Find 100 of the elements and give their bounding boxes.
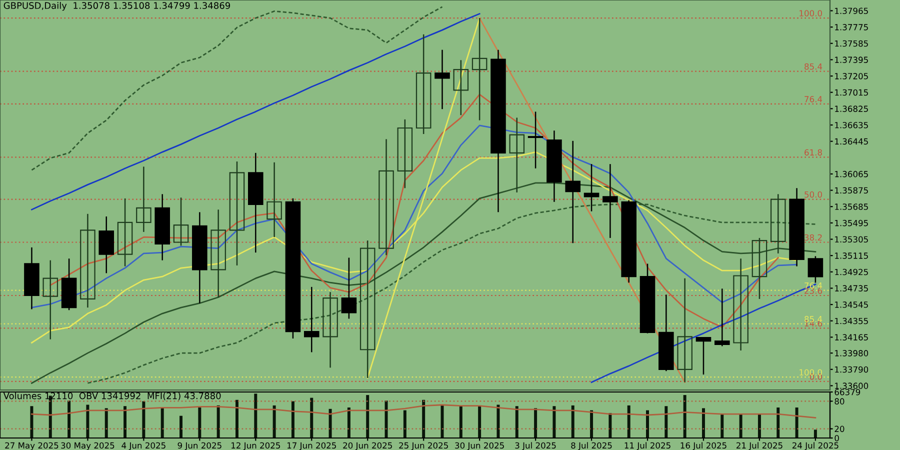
- bar: [68, 400, 71, 438]
- candlestick: [696, 336, 712, 376]
- candlestick: [453, 60, 469, 116]
- y-tick-label: 1.37775: [835, 24, 868, 30]
- bar: [403, 410, 406, 438]
- y-tick-label: 1.36445: [835, 138, 868, 145]
- x-tick-label: 8 Jul 2025: [571, 442, 612, 450]
- candlestick: [304, 286, 320, 353]
- x-tick-label: 12 Jun 2025: [231, 442, 280, 450]
- y-tick-label: 1.35115: [835, 252, 868, 259]
- candlestick: [378, 138, 394, 256]
- candlestick: [509, 117, 525, 194]
- y-tick-label: 1.33790: [835, 366, 868, 373]
- bar: [683, 395, 686, 438]
- y-tick-label: 1.34925: [835, 268, 868, 276]
- y-tick-label: 0: [834, 434, 839, 442]
- candlestick: [173, 196, 189, 246]
- chart-title: GBPUSD,Daily 1.35078 1.35108 1.34799 1.34869: [4, 2, 230, 11]
- bar: [180, 416, 182, 438]
- candlestick: [397, 118, 413, 189]
- bar: [664, 406, 668, 438]
- x-tick-label: 17 Jun 2025: [287, 442, 336, 450]
- x-tick-label: 4 Jun 2025: [122, 442, 166, 450]
- y-tick-label: 66379: [834, 388, 860, 396]
- annotation: 50.0: [804, 191, 822, 198]
- candlestick: [528, 111, 544, 169]
- y2-tick-label: 80: [834, 398, 844, 404]
- y-tick-label: 1.36635: [835, 122, 868, 128]
- x-tick-label: 16 Jul 2025: [680, 442, 726, 450]
- bar: [30, 406, 34, 438]
- candlestick: [117, 198, 133, 267]
- candlestick: [210, 208, 226, 298]
- bar: [478, 405, 482, 438]
- bar: [534, 408, 538, 438]
- annotation: 38.2: [804, 234, 822, 241]
- candlestick: [229, 160, 245, 266]
- x-tick-label: 27 May 2025: [5, 442, 58, 450]
- annotation: 14.6: [804, 320, 822, 327]
- x-tick-label: 20 Jun 2025: [343, 442, 392, 450]
- bar: [552, 406, 556, 438]
- bar: [720, 414, 724, 438]
- candlestick: [341, 257, 357, 320]
- y-tick-label: 1.35495: [835, 220, 868, 226]
- bar: [422, 400, 426, 438]
- annotation: 85.4: [804, 316, 822, 322]
- bar: [142, 401, 146, 438]
- candlestick: [136, 166, 152, 233]
- candlestick: [42, 260, 58, 340]
- y2-tick-label: 20: [834, 426, 844, 432]
- y-tick-label: 1.35875: [835, 187, 868, 194]
- bar: [291, 401, 294, 438]
- x-tick-label: 21 Jul 2025: [736, 442, 782, 450]
- candlestick: [266, 162, 282, 238]
- y-tick-label: 1.34735: [835, 285, 868, 292]
- bar: [366, 395, 370, 438]
- x-tick-label: 30 Jun 2025: [455, 442, 504, 450]
- bar: [124, 406, 127, 438]
- bar: [254, 394, 258, 438]
- bar: [814, 430, 817, 438]
- y-tick-label: 1.37395: [835, 56, 868, 63]
- candlestick: [472, 17, 488, 121]
- bar: [795, 408, 798, 438]
- candlestick: [434, 49, 450, 110]
- y-tick-label: 1.36825: [835, 106, 868, 112]
- bar: [758, 414, 761, 438]
- candlestick: [565, 140, 581, 244]
- y-tick-label: 1.37585: [835, 40, 868, 47]
- x-tick-label: 9 Jun 2025: [178, 442, 222, 450]
- bar: [198, 408, 202, 438]
- bar: [86, 404, 90, 438]
- bar: [496, 404, 500, 438]
- bar: [384, 400, 388, 438]
- bar: [571, 405, 574, 438]
- bar: [272, 405, 276, 438]
- x-tick-label: 25 Jun 2025: [399, 442, 448, 450]
- annotation: 100.0: [800, 369, 822, 376]
- line-series: [31, 13, 480, 210]
- bar: [627, 405, 630, 438]
- y-tick-label: 1.33600: [835, 382, 868, 389]
- candlestick: [602, 163, 618, 239]
- line-series: [31, 404, 816, 418]
- y-tick-label: 1.37205: [835, 73, 868, 80]
- bar: [776, 408, 780, 438]
- bar: [216, 405, 220, 438]
- annotation: 23.6: [804, 288, 822, 294]
- annotation: 85.4: [804, 63, 822, 70]
- candlestick: [360, 240, 376, 379]
- x-tick-label: 11 Jul 2025: [624, 442, 670, 450]
- y-tick-label: 1.36065: [835, 170, 868, 178]
- candlestick: [98, 216, 114, 274]
- candlestick: [80, 213, 96, 308]
- candlestick: [770, 194, 786, 254]
- candlestick: [752, 237, 768, 300]
- bar: [104, 408, 108, 438]
- annotation: 0.0: [810, 373, 822, 380]
- x-tick-label: 24 Jul 2025: [792, 442, 838, 450]
- bar: [347, 408, 350, 438]
- y-tick-label: 1.34545: [835, 302, 868, 308]
- y-tick-label: 1.33980: [835, 350, 868, 356]
- y-tick-label: 1.35305: [835, 236, 868, 243]
